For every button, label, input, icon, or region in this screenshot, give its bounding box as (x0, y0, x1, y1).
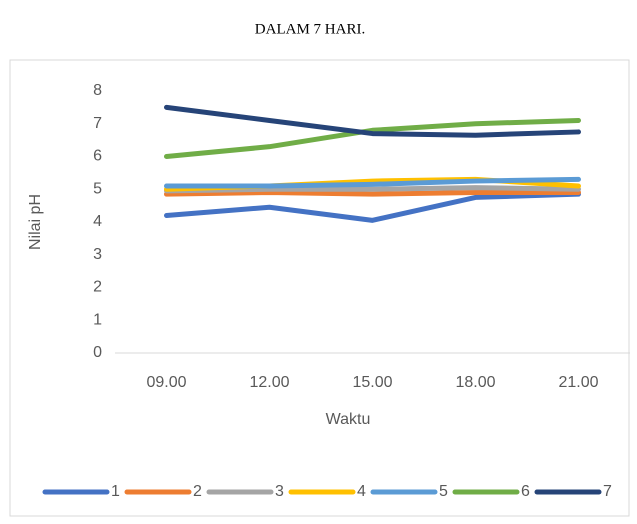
page-title: DALAM 7 HARI. (255, 21, 365, 37)
y-tick-label: 2 (93, 279, 102, 296)
y-axis-label: Nilai pH (27, 194, 44, 250)
y-tick-label: 5 (93, 180, 102, 197)
legend-label: 7 (603, 483, 612, 500)
y-tick-label: 1 (93, 311, 102, 328)
y-tick-label: 6 (93, 148, 102, 165)
series-line (164, 191, 581, 223)
y-tick-label: 7 (93, 115, 102, 132)
x-tick-label: 09.00 (146, 374, 186, 391)
series-line (164, 104, 581, 138)
legend-label: 6 (521, 483, 530, 500)
series-line (164, 117, 581, 159)
legend-label: 3 (275, 483, 284, 500)
x-tick-label: 12.00 (249, 374, 289, 391)
series-line (164, 185, 581, 194)
legend-label: 5 (439, 483, 448, 500)
y-tick-label: 4 (93, 213, 102, 230)
legend-label: 4 (357, 483, 366, 500)
x-tick-label: 21.00 (558, 374, 598, 391)
y-tick-label: 0 (93, 344, 102, 361)
legend-label: 1 (111, 483, 120, 500)
legend-label: 2 (193, 483, 202, 500)
x-tick-label: 15.00 (352, 374, 392, 391)
y-tick-label: 3 (93, 246, 102, 263)
y-tick-label: 8 (93, 82, 102, 99)
series-line (164, 190, 581, 197)
x-axis-label: Waktu (326, 411, 371, 428)
series-line (164, 176, 581, 189)
x-tick-label: 18.00 (455, 374, 495, 391)
